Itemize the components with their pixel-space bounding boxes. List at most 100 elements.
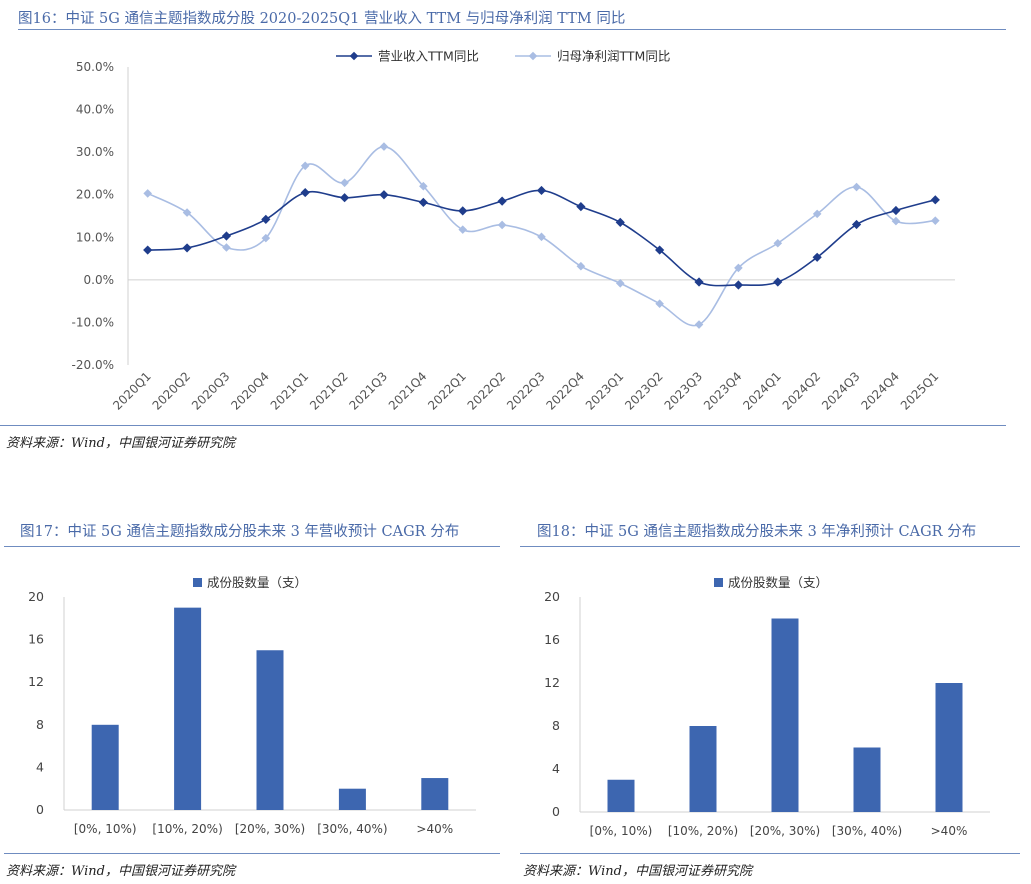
data-point-net-profit bbox=[222, 243, 231, 252]
data-point-net-profit bbox=[497, 220, 507, 230]
data-point-net-profit bbox=[734, 263, 743, 273]
bar bbox=[174, 607, 202, 810]
x-tick-label: [10%, 20%) bbox=[152, 822, 222, 836]
data-point-net-profit bbox=[773, 238, 783, 248]
legend-label: 成份股数量（支） bbox=[728, 575, 828, 590]
x-tick-label: [10%, 20%) bbox=[668, 824, 738, 838]
y-tick-label: 40.0% bbox=[76, 103, 114, 117]
legend-label: 归母净利润TTM同比 bbox=[557, 49, 670, 64]
x-tick-label: [20%, 30%) bbox=[750, 824, 820, 838]
data-point-revenue bbox=[339, 193, 350, 203]
data-point-revenue bbox=[458, 206, 468, 216]
x-tick-label: 2022Q1 bbox=[425, 369, 469, 413]
y-tick-label: 16 bbox=[544, 632, 560, 647]
fig18-title-rule bbox=[520, 546, 1020, 547]
data-point-revenue bbox=[891, 205, 901, 216]
x-tick-label: 2022Q2 bbox=[465, 369, 509, 413]
bar bbox=[338, 788, 366, 810]
legend-swatch bbox=[193, 578, 202, 587]
data-point-revenue bbox=[655, 245, 665, 255]
legend-item-net-profit: 归母净利润TTM同比 bbox=[515, 49, 670, 64]
legend-label: 营业收入TTM同比 bbox=[378, 49, 479, 64]
x-tick-label: >40% bbox=[416, 822, 453, 836]
x-tick-label: [0%, 10%) bbox=[590, 824, 653, 838]
y-tick-label: 8 bbox=[36, 717, 44, 732]
bar bbox=[853, 747, 881, 812]
x-tick-label: 2023Q4 bbox=[701, 369, 745, 413]
x-tick-label: 2020Q4 bbox=[228, 369, 272, 413]
x-tick-label: 2021Q1 bbox=[268, 369, 312, 413]
data-point-revenue bbox=[182, 243, 192, 253]
fig17-source: 资料来源：Wind，中国银河证券研究院 bbox=[6, 864, 235, 879]
data-point-revenue bbox=[497, 196, 507, 206]
data-point-revenue bbox=[851, 219, 862, 230]
legend-item-revenue: 营业收入TTM同比 bbox=[336, 49, 479, 64]
x-tick-label: 2020Q2 bbox=[150, 369, 194, 413]
y-tick-label: 30.0% bbox=[76, 145, 114, 159]
data-point-net-profit bbox=[419, 181, 428, 191]
x-tick-label: [0%, 10%) bbox=[74, 822, 137, 836]
data-point-revenue bbox=[379, 190, 389, 200]
data-point-net-profit bbox=[694, 320, 704, 329]
y-tick-label: 0 bbox=[36, 802, 44, 817]
y-tick-label: 8 bbox=[552, 718, 560, 733]
fig16-title: 图16：中证 5G 通信主题指数成分股 2020-2025Q1 营业收入 TTM… bbox=[18, 11, 626, 27]
fig16-title-rule bbox=[18, 29, 1006, 30]
y-tick-label: 20 bbox=[544, 589, 560, 604]
x-tick-label: 2021Q3 bbox=[347, 369, 391, 413]
x-tick-label: 2024Q3 bbox=[819, 369, 863, 413]
x-tick-label: 2023Q1 bbox=[583, 369, 627, 413]
y-tick-label: 4 bbox=[552, 761, 560, 776]
y-tick-label: 4 bbox=[36, 759, 44, 774]
x-tick-label: >40% bbox=[931, 824, 968, 838]
legend-label: 成份股数量（支） bbox=[207, 575, 307, 590]
data-point-net-profit bbox=[655, 299, 664, 308]
y-tick-label: -10.0% bbox=[72, 315, 114, 329]
x-tick-label: 2021Q4 bbox=[386, 369, 430, 413]
x-tick-label: [20%, 30%) bbox=[235, 822, 305, 836]
y-tick-label: 20.0% bbox=[76, 188, 114, 202]
y-tick-label: 16 bbox=[28, 632, 44, 647]
data-point-net-profit bbox=[340, 178, 349, 188]
x-tick-label: 2024Q2 bbox=[780, 369, 824, 413]
legend-marker bbox=[528, 51, 538, 61]
y-tick-label: 0.0% bbox=[84, 273, 115, 287]
y-tick-label: -20.0% bbox=[72, 358, 114, 372]
data-point-revenue bbox=[418, 197, 428, 207]
y-tick-label: 10.0% bbox=[76, 230, 114, 244]
data-point-revenue bbox=[930, 195, 940, 205]
x-tick-label: 2023Q3 bbox=[662, 369, 706, 413]
data-point-net-profit bbox=[537, 232, 546, 242]
fig18-bottom-rule bbox=[520, 853, 1020, 854]
bar bbox=[421, 778, 449, 810]
fig16-line-chart: -20.0% -10.0% 0.0% 10.0% 20.0% 30.0% 40.0% 50.0… bbox=[72, 49, 955, 413]
data-point-net-profit bbox=[143, 189, 152, 198]
y-tick-label: 0 bbox=[552, 804, 560, 819]
x-tick-label: 2024Q1 bbox=[740, 369, 784, 413]
data-point-net-profit bbox=[576, 261, 586, 271]
fig17-title-rule bbox=[4, 546, 500, 547]
data-point-net-profit bbox=[261, 233, 271, 243]
fig16-bottom-rule bbox=[0, 425, 1006, 426]
data-point-revenue bbox=[143, 245, 153, 255]
x-tick-label: 2020Q1 bbox=[110, 369, 154, 413]
bar bbox=[607, 779, 635, 812]
data-point-revenue bbox=[615, 217, 625, 227]
x-tick-label: 2023Q2 bbox=[622, 369, 666, 413]
x-tick-label: 2021Q2 bbox=[307, 369, 351, 413]
data-point-net-profit bbox=[615, 278, 625, 288]
x-tick-label: 2025Q1 bbox=[898, 369, 942, 413]
y-tick-label: 12 bbox=[544, 675, 560, 690]
data-point-net-profit bbox=[379, 142, 389, 151]
data-point-revenue bbox=[733, 280, 744, 290]
data-point-net-profit bbox=[300, 161, 310, 171]
fig18-bar-chart: 0 4 8 12 16 20 [0%, 10%) [10%, 20%) [20%, 30%) [3… bbox=[544, 575, 990, 838]
data-point-net-profit bbox=[458, 225, 468, 234]
fig17-bar-chart: 0 4 8 12 16 20 [0%, 10%) [10%, 20%) [20%, 30%) [3… bbox=[28, 575, 476, 836]
data-point-revenue bbox=[300, 187, 310, 198]
bar bbox=[935, 683, 963, 812]
data-point-net-profit bbox=[812, 209, 822, 219]
bar bbox=[91, 724, 119, 810]
legend-swatch bbox=[714, 578, 723, 587]
fig17-title: 图17：中证 5G 通信主题指数成分股未来 3 年营收预计 CAGR 分布 bbox=[20, 524, 460, 540]
